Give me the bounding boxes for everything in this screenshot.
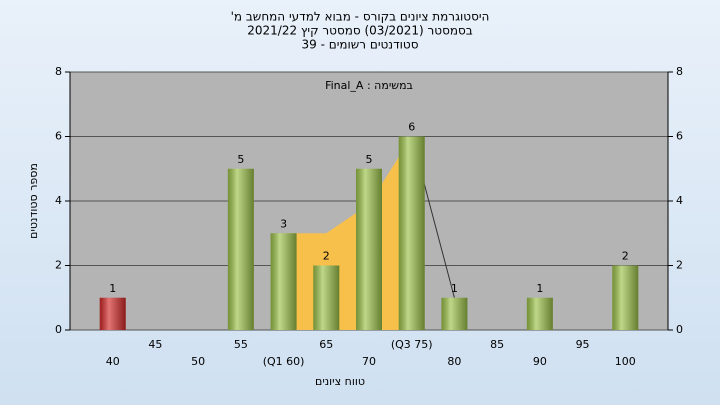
x-tick-label: 40 [106,355,120,368]
bar-shade [398,136,425,330]
x-tick-label: 50 [191,355,205,368]
data-label: 1 [536,282,543,295]
bar-shade [356,168,382,330]
bar-shade [313,265,340,330]
x-tick-label: (Q3 75) [391,338,433,351]
x-tick-label: 45 [148,338,162,351]
data-label: 2 [323,250,330,263]
y-tick-label: 6 [55,130,62,143]
data-label: 1 [451,282,458,295]
x-tick-label: 95 [576,338,590,351]
data-label: 1 [109,282,116,295]
bar-shade [270,233,297,330]
chart-title: היסטוגרמת ציונים בקורס - מבוא למדעי המחש… [231,10,490,24]
x-tick-label: (Q1 60) [263,355,305,368]
bar-shade [441,297,468,330]
data-label: 2 [622,250,629,263]
x-tick-label: 85 [490,338,504,351]
x-tick-label: 100 [615,355,636,368]
y-tick-label: 0 [55,323,62,336]
x-tick-label: 90 [533,355,547,368]
y2-tick-label: 8 [676,65,683,78]
subtitle: סטודנטים רשומים - 39 [301,38,418,52]
bar-shade [612,265,639,330]
data-label: 3 [280,217,287,230]
data-label: 5 [237,153,244,166]
bar-shade [99,297,126,330]
y-tick-label: 8 [55,65,62,78]
x-tick-label: 55 [234,338,248,351]
data-label: 5 [366,153,373,166]
annotation: במשימה : Final_A [325,79,413,92]
y2-tick-label: 2 [676,259,683,272]
y-tick-label: 4 [55,194,62,207]
y2-tick-label: 4 [676,194,683,207]
x-axis-label: טווח ציונים [315,375,365,388]
bar-shade [526,297,553,330]
subtitle: בסמסטר (03/2021) סמסטר קיץ 2021/22 [247,24,473,38]
x-tick-label: 80 [447,355,461,368]
y-tick-label: 2 [55,259,62,272]
y2-tick-label: 6 [676,130,683,143]
x-tick-label: 70 [362,355,376,368]
y-axis-label: מספר סטודנטים [27,163,40,239]
y2-tick-label: 0 [676,323,683,336]
bar-shade [227,168,254,330]
x-tick-label: 65 [319,338,333,351]
data-label: 6 [408,121,415,134]
